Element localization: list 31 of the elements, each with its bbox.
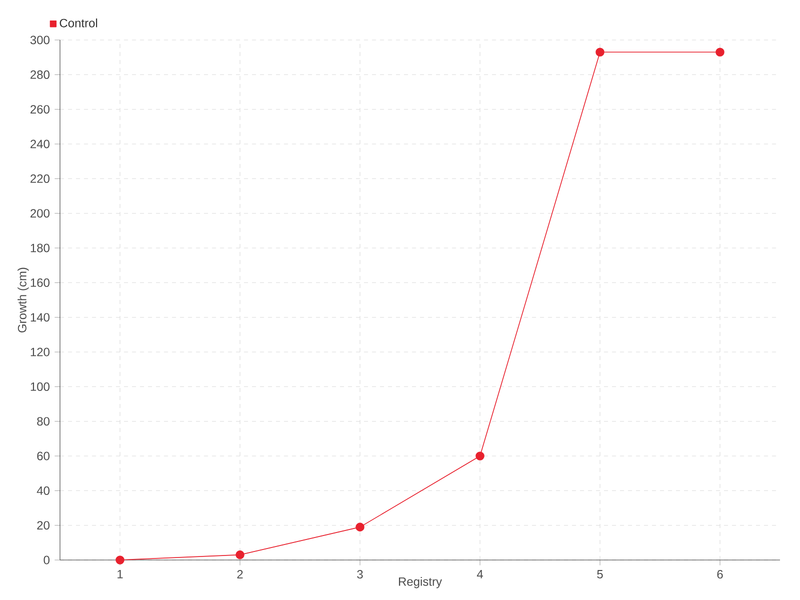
y-tick-label: 80 xyxy=(37,417,50,426)
x-tick-label: 5 xyxy=(597,570,603,578)
x-tick-label: 2 xyxy=(237,570,243,578)
y-axis-title: Growth (cm) xyxy=(18,268,29,332)
y-tick-label: 40 xyxy=(36,486,50,495)
x-tick-label: 3 xyxy=(357,570,363,579)
x-axis-title: Registry xyxy=(398,577,442,588)
x-tick-label: 4 xyxy=(476,570,483,578)
y-tick-label: 60 xyxy=(37,452,50,460)
x-tick-label: 1 xyxy=(118,570,123,578)
y-tick-label: 20 xyxy=(37,521,50,530)
y-tick-label: 220 xyxy=(30,174,50,183)
y-tick-label: 260 xyxy=(30,105,50,114)
y-tick-label: 200 xyxy=(30,209,50,218)
point xyxy=(596,48,604,57)
y-tick-label: 0 xyxy=(44,556,50,564)
point xyxy=(716,48,724,57)
y-tick-label: 180 xyxy=(30,244,50,252)
point xyxy=(356,522,364,532)
y-tick-label: 120 xyxy=(30,348,50,356)
legend-label: Control xyxy=(60,18,98,28)
y-tick-label: 140 xyxy=(30,313,50,322)
y-tick-label: 160 xyxy=(30,278,50,287)
y-tick-label: 280 xyxy=(30,70,50,79)
y-tick-label: 240 xyxy=(30,140,50,148)
point xyxy=(476,452,484,460)
y-tick-label: 100 xyxy=(30,382,50,391)
point xyxy=(116,556,124,564)
y-tick-label: 300 xyxy=(30,36,50,44)
point xyxy=(236,550,244,560)
x-tick-label: 6 xyxy=(717,570,723,579)
